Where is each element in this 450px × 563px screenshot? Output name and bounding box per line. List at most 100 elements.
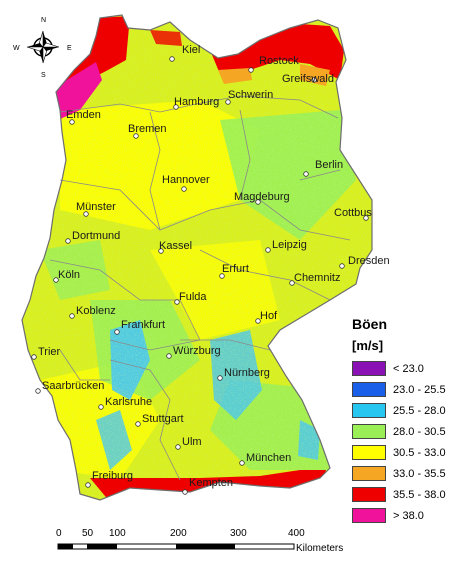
city-label: Würzburg [173, 345, 221, 357]
legend-swatch [352, 361, 386, 376]
city-label: Berlin [315, 159, 343, 171]
city-marker: Stuttgart [135, 413, 184, 427]
city-label: Koblenz [76, 305, 116, 317]
city-marker: Frankfurt [114, 319, 165, 335]
city-label: Kempten [189, 477, 233, 489]
legend-label: < 23.0 [393, 362, 424, 375]
city-label: Rostock [259, 55, 299, 67]
legend-swatch [352, 487, 386, 502]
city-marker: Chemnitz [289, 272, 340, 286]
city-dot [69, 313, 75, 319]
city-label: Köln [58, 269, 80, 281]
city-dot [311, 77, 317, 83]
legend-swatch [352, 403, 386, 418]
scale-tick-label: 400 [288, 528, 305, 539]
city-label: Frankfurt [121, 319, 165, 331]
city-label: Stuttgart [142, 413, 184, 425]
city-marker: Emden [66, 109, 101, 125]
city-label: Freiburg [92, 470, 133, 482]
city-label: Leipzig [272, 239, 307, 251]
compass-rose: N S E W [13, 17, 72, 79]
city-marker: Münster [76, 201, 116, 217]
city-label: Hof [260, 310, 278, 322]
scale-tick-label: 300 [230, 528, 247, 539]
city-label: Saarbrücken [42, 380, 104, 392]
city-dot [248, 67, 254, 73]
city-marker: Dresden [339, 255, 390, 269]
legend-row: 28.0 - 30.5 [352, 422, 450, 441]
city-dot [135, 421, 141, 427]
city-dot [255, 318, 261, 324]
state-borders [49, 95, 351, 481]
city-marker: Köln [53, 269, 80, 283]
city-dot [83, 211, 89, 217]
legend-swatch [352, 424, 386, 439]
city-dot [133, 133, 139, 139]
city-dot [169, 56, 175, 62]
city-label: Fulda [179, 291, 207, 303]
city-label: Greifswald [282, 73, 334, 85]
legend-row: > 38.0 [352, 506, 450, 525]
city-dot [166, 353, 172, 359]
city-dot [158, 248, 164, 254]
city-dot [265, 247, 271, 253]
city-dot [85, 482, 91, 488]
city-label: München [246, 452, 291, 464]
city-dot [173, 104, 179, 110]
city-dot [174, 299, 180, 305]
city-dot [182, 489, 188, 495]
compass-west-label: W [13, 45, 20, 52]
legend-swatch [352, 466, 386, 481]
scale-bar [57, 543, 295, 550]
city-marker: Nürnberg [217, 367, 270, 381]
city-dot [114, 329, 120, 335]
city-dot [225, 99, 231, 105]
legend-label: 28.0 - 30.5 [393, 425, 446, 438]
city-marker: Dortmund [65, 230, 120, 244]
city-marker: Trier [31, 346, 61, 360]
legend-row: 30.5 - 33.0 [352, 443, 450, 462]
city-marker: Kassel [158, 240, 192, 254]
city-marker: Fulda [174, 291, 207, 305]
city-marker: München [239, 452, 291, 466]
city-marker: Schwerin [225, 89, 273, 105]
city-marker: Ulm [175, 436, 202, 450]
city-dot [31, 354, 37, 360]
city-dot [303, 171, 309, 177]
city-marker: Cottbus [334, 207, 372, 221]
city-dot [363, 215, 369, 221]
legend-row: < 23.0 [352, 359, 450, 378]
city-label: Dresden [348, 255, 390, 267]
city-label: Trier [38, 346, 61, 358]
city-marker: Rostock [248, 55, 299, 73]
city-label: Bremen [128, 123, 167, 135]
city-marker: Hannover [162, 174, 210, 192]
legend-label: 25.5 - 28.0 [393, 404, 446, 417]
legend-rows: < 23.0 23.0 - 25.5 25.5 - 28.0 28.0 - 30.5 3… [352, 359, 450, 525]
city-dot [53, 277, 59, 283]
city-label: Hannover [162, 174, 210, 186]
city-marker: Hamburg [173, 96, 219, 110]
city-dot [239, 460, 245, 466]
city-layer: Kiel Rostock Greifswald Emden Hamburg Schweri… [31, 44, 390, 495]
city-label: Karlsruhe [105, 396, 152, 408]
city-marker: Würzburg [166, 345, 221, 359]
city-label: Magdeburg [234, 191, 290, 203]
legend-label: > 38.0 [393, 509, 424, 522]
city-label: Dortmund [72, 230, 120, 242]
legend-row: 33.0 - 35.5 [352, 464, 450, 483]
city-label: Emden [66, 109, 101, 121]
legend-title: Böen [352, 316, 387, 332]
city-dot [255, 199, 261, 205]
city-marker: Bremen [128, 123, 167, 139]
city-marker: Hof [255, 310, 278, 324]
city-label: Hamburg [174, 96, 219, 108]
city-marker: Greifswald [282, 73, 334, 85]
city-label: Cottbus [334, 207, 372, 219]
city-label: Schwerin [228, 89, 273, 101]
compass-north-label: N [41, 17, 46, 24]
city-marker: Magdeburg [234, 191, 290, 205]
city-dot [217, 375, 223, 381]
legend-swatch [352, 382, 386, 397]
